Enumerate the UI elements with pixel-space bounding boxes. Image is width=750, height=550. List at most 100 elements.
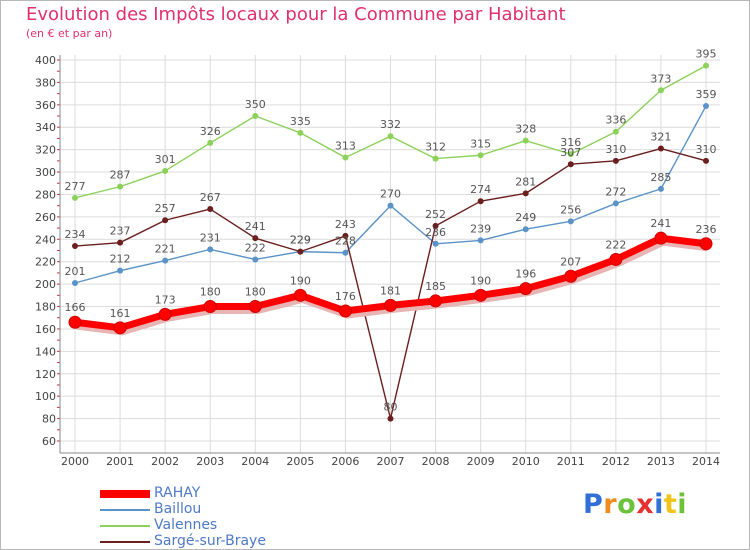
data-label: 307 [560, 146, 581, 159]
data-point [703, 102, 709, 109]
legend-swatch [100, 525, 150, 527]
data-label: 332 [380, 118, 401, 131]
data-label: 274 [470, 183, 491, 196]
data-point [207, 139, 214, 146]
data-label: 316 [560, 136, 581, 149]
data-point [609, 252, 623, 266]
data-label: 161 [110, 307, 131, 320]
data-label: 310 [696, 143, 717, 156]
data-label: 166 [65, 301, 86, 314]
data-point [387, 202, 394, 209]
data-point [522, 190, 529, 197]
data-point [252, 235, 259, 242]
legend-label: Sargé-sur-Braye [154, 533, 266, 549]
legend-label: Valennes [154, 517, 218, 533]
data-point [657, 145, 664, 152]
data-point [72, 279, 78, 286]
data-point [117, 267, 124, 274]
data-point [564, 269, 578, 283]
data-label: 222 [245, 241, 266, 254]
data-point [207, 246, 214, 253]
data-point [477, 237, 484, 244]
data-label: 239 [470, 222, 491, 235]
data-label: 350 [245, 98, 266, 111]
data-label: 234 [65, 228, 86, 241]
y-tick-label: 200 [35, 278, 56, 291]
x-tick-label: 2002 [151, 455, 179, 468]
y-tick-label: 100 [35, 390, 56, 403]
legend-swatch [100, 490, 150, 498]
data-label: 180 [200, 286, 221, 299]
brand-letter: t [663, 489, 678, 520]
data-label: 287 [110, 169, 131, 182]
data-label: 336 [605, 114, 626, 127]
data-point [203, 300, 217, 314]
data-label: 301 [155, 153, 176, 166]
data-point [699, 237, 713, 251]
y-tick-label: 380 [35, 76, 56, 89]
data-label: 185 [425, 280, 446, 293]
data-point [158, 307, 172, 321]
data-point [432, 155, 439, 162]
data-point [387, 133, 394, 140]
x-tick-label: 2008 [422, 455, 450, 468]
data-point [252, 256, 259, 263]
brand-letter: i [677, 489, 688, 520]
y-tick-label: 260 [35, 211, 56, 224]
legend-swatch [100, 541, 150, 543]
data-label: 236 [425, 226, 446, 239]
data-label: 335 [290, 115, 311, 128]
y-tick-label: 180 [35, 301, 56, 314]
data-point [703, 157, 709, 164]
data-label: 326 [200, 125, 221, 138]
data-point [703, 62, 709, 69]
data-label: 256 [560, 203, 581, 216]
data-point [293, 288, 307, 302]
data-label: 181 [380, 284, 401, 297]
data-point [654, 231, 668, 245]
data-point [162, 257, 169, 264]
data-point [612, 128, 619, 135]
y-tick-label: 240 [35, 233, 56, 246]
data-label: 236 [696, 223, 717, 236]
data-label: 180 [245, 286, 266, 299]
data-point [297, 248, 304, 255]
data-point [387, 415, 394, 422]
data-point [113, 321, 127, 335]
y-tick-label: 140 [35, 345, 56, 358]
brand-logo: Proxiti [583, 489, 687, 520]
data-label: 229 [290, 234, 311, 247]
data-point [567, 218, 574, 225]
data-label: 241 [650, 217, 671, 230]
data-point [342, 249, 349, 256]
data-label: 243 [335, 218, 356, 231]
y-tick-label: 120 [35, 368, 56, 381]
data-label: 270 [380, 188, 401, 201]
data-label: 196 [515, 268, 536, 281]
x-tick-label: 2006 [331, 455, 359, 468]
chart-title: Evolution des Impôts locaux pour la Comm… [26, 4, 566, 25]
chart-subtitle: (en € et par an) [26, 27, 113, 40]
y-tick-label: 80 [42, 413, 56, 426]
y-tick-label: 60 [42, 435, 56, 448]
data-label: 313 [335, 139, 356, 152]
data-label: 257 [155, 202, 176, 215]
x-tick-label: 2014 [692, 455, 720, 468]
data-point [207, 206, 214, 213]
data-label: 281 [515, 175, 536, 188]
data-point [252, 113, 259, 120]
data-point [248, 300, 262, 314]
data-label: 221 [155, 243, 176, 256]
y-tick-label: 220 [35, 256, 56, 269]
y-tick-label: 300 [35, 166, 56, 179]
data-point [612, 200, 619, 207]
brand-letter: i [654, 489, 664, 520]
data-point [429, 294, 443, 308]
legend-swatch [100, 509, 150, 511]
data-label: 267 [200, 191, 221, 204]
data-point [342, 154, 349, 161]
grid [60, 55, 720, 453]
brand-letter: r [603, 489, 618, 520]
data-point [522, 137, 529, 144]
data-point [567, 151, 574, 158]
